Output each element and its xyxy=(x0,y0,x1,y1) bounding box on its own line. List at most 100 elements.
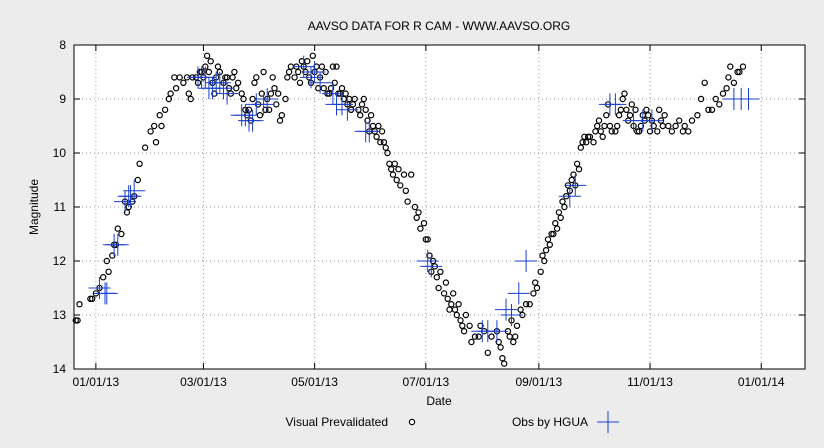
data-point-visual xyxy=(158,122,165,130)
axis-ticks: 8 9 10 11 12 13 14 01/01/13 03/01/13 05/01/13 07/0… xyxy=(53,38,805,389)
data-point-visual xyxy=(499,355,506,362)
data-point-visual xyxy=(462,311,470,319)
data-point-visual xyxy=(258,90,265,97)
data-point-visual xyxy=(532,279,539,286)
data-point-hgua xyxy=(321,82,344,105)
data-point-hgua xyxy=(256,88,279,110)
data-point-visual xyxy=(229,74,236,81)
data-point-visual xyxy=(594,122,601,130)
data-point-visual xyxy=(214,63,222,70)
y-tick-label: 10 xyxy=(53,146,67,160)
data-point-visual xyxy=(530,290,537,297)
data-point-visual xyxy=(676,117,683,124)
data-point-visual xyxy=(552,219,559,227)
data-point-visual xyxy=(730,79,738,87)
data-point-visual xyxy=(712,95,719,103)
legend: Visual Prevalidated Obs by HGUA xyxy=(285,411,619,433)
data-point-visual xyxy=(400,171,408,178)
data-point-visual xyxy=(391,160,398,167)
series-obs-by-hgua xyxy=(88,55,760,343)
data-point-visual xyxy=(719,90,727,97)
data-point-visual xyxy=(296,79,304,87)
data-point-visual xyxy=(550,230,557,238)
data-point-visual xyxy=(488,333,495,340)
x-tick-label: 05/01/13 xyxy=(291,375,338,389)
data-point-hgua xyxy=(515,250,538,272)
data-point-visual xyxy=(364,117,371,124)
data-point-visual xyxy=(276,117,284,124)
legend-label-visual: Visual Prevalidated xyxy=(285,415,388,429)
data-point-visual xyxy=(284,74,291,81)
data-point-visual xyxy=(393,176,400,184)
y-tick-label: 14 xyxy=(53,362,67,376)
data-point-visual xyxy=(373,133,380,140)
data-point-hgua xyxy=(241,109,264,132)
data-point-visual xyxy=(672,122,679,130)
y-tick-label: 13 xyxy=(53,308,67,322)
data-point-visual xyxy=(291,74,298,81)
data-point-visual xyxy=(422,236,429,243)
data-point-visual xyxy=(176,74,183,81)
data-point-visual xyxy=(460,328,468,335)
data-point-hgua xyxy=(640,109,663,132)
data-point-visual xyxy=(408,171,415,178)
data-point-hgua xyxy=(495,298,517,321)
data-point-visual xyxy=(544,236,552,243)
data-point-visual xyxy=(546,241,554,248)
data-point-visual xyxy=(234,79,242,87)
data-point-visual xyxy=(457,317,464,324)
data-point-visual xyxy=(262,106,269,114)
data-point-visual xyxy=(411,203,419,211)
data-point-visual xyxy=(510,338,517,346)
data-point-visual xyxy=(282,95,289,103)
data-point-visual xyxy=(561,203,568,211)
data-point-visual xyxy=(656,106,663,114)
data-point-visual xyxy=(595,117,603,124)
data-point-visual xyxy=(736,68,743,76)
legend-marker-visual xyxy=(408,418,416,426)
x-axis-label: Date xyxy=(426,394,452,408)
data-point-visual xyxy=(231,68,238,76)
x-tick-label: 01/01/13 xyxy=(73,375,120,389)
data-point-visual xyxy=(442,279,450,286)
data-point-visual xyxy=(417,225,424,232)
data-point-visual xyxy=(331,79,338,87)
data-point-visual xyxy=(685,128,692,135)
data-point-visual xyxy=(150,122,158,130)
data-point-visual xyxy=(497,344,504,351)
data-point-hgua xyxy=(119,185,142,208)
data-point-visual xyxy=(440,290,448,297)
data-point-visual xyxy=(377,138,384,146)
data-point-visual xyxy=(88,295,96,302)
data-point-visual xyxy=(357,111,364,119)
data-point-visual xyxy=(471,333,479,340)
data-point-visual xyxy=(275,90,282,97)
data-point-visual xyxy=(327,84,335,92)
data-point-hgua xyxy=(114,190,136,213)
data-point-visual xyxy=(632,106,639,114)
data-point-visual xyxy=(450,290,457,297)
data-point-visual xyxy=(388,165,395,173)
data-point-visual xyxy=(123,209,131,216)
data-point-visual xyxy=(575,165,583,173)
data-point-visual xyxy=(590,138,597,146)
data-point-hgua xyxy=(604,93,627,116)
x-tick-label: 03/01/13 xyxy=(180,375,227,389)
data-point-visual xyxy=(360,95,367,103)
data-point-visual xyxy=(541,257,548,265)
data-point-visual xyxy=(309,52,316,60)
data-point-visual xyxy=(435,284,442,292)
data-point-visual xyxy=(512,333,519,340)
series-visual-prevalidated xyxy=(72,52,747,367)
data-point-visual xyxy=(603,111,610,119)
data-point-visual xyxy=(420,219,428,227)
data-point-visual xyxy=(559,198,566,205)
data-point-visual xyxy=(522,301,530,308)
data-point-visual xyxy=(180,79,187,87)
data-point-visual xyxy=(203,52,211,60)
chart-title: AAVSO DATA FOR R CAM - WWW.AAVSO.ORG xyxy=(308,19,570,33)
data-point-visual xyxy=(207,58,214,65)
data-point-visual xyxy=(650,122,657,130)
data-point-visual xyxy=(76,301,83,308)
